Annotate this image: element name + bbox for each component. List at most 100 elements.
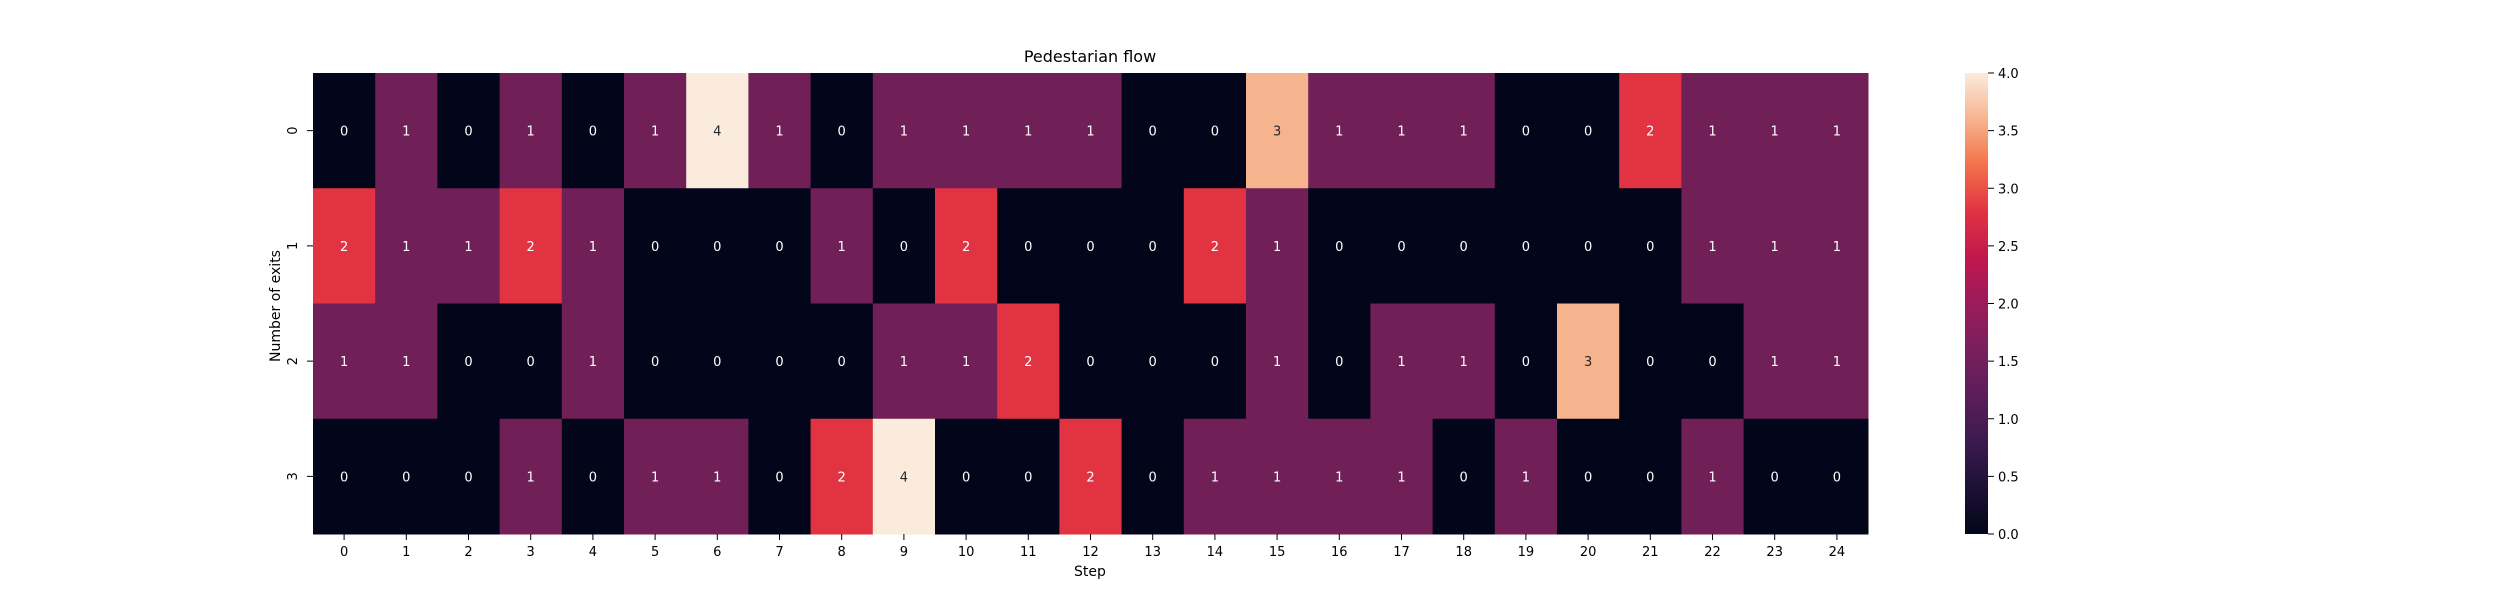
cell-value-label: 1 (1335, 470, 1343, 485)
cell-value-label: 1 (1024, 125, 1032, 140)
y-tick-label: 2 (286, 357, 301, 365)
cell-value-label: 0 (713, 355, 721, 370)
cell-value-label: 1 (1833, 125, 1841, 140)
heatmap-cell (1432, 188, 1496, 304)
heatmap-cell (997, 188, 1060, 304)
cell-value-label: 1 (1397, 125, 1405, 140)
cell-value-label: 1 (651, 470, 659, 485)
heatmap-cell (1619, 73, 1682, 189)
heatmap-cell (1494, 303, 1558, 420)
x-tick-label: 14 (1207, 545, 1224, 560)
cell-value-label: 0 (713, 240, 721, 255)
y-tick-label: 0 (286, 126, 301, 134)
heatmap-cell (1619, 303, 1682, 420)
cell-value-label: 2 (1646, 125, 1654, 140)
x-tick-label: 8 (838, 545, 846, 560)
heatmap-cell (313, 188, 376, 304)
cell-value-label: 1 (402, 355, 410, 370)
cell-value-label: 0 (1646, 240, 1654, 255)
cell-value-label: 1 (1460, 355, 1468, 370)
cell-value-label: 0 (589, 470, 597, 485)
heatmap-cell (686, 418, 749, 535)
x-tick-label: 1 (402, 545, 410, 560)
cell-value-label: 2 (340, 240, 348, 255)
heatmap-cell (810, 73, 874, 189)
x-tick-label: 16 (1331, 545, 1348, 560)
heatmap-cell (437, 73, 501, 189)
y-axis: 0 1 2 3 (286, 126, 313, 481)
heatmap-cell (375, 73, 438, 189)
cell-value-label: 0 (1086, 240, 1094, 255)
heatmap-cell (1183, 303, 1247, 420)
cell-value-label: 2 (527, 240, 535, 255)
cell-value-label: 0 (464, 470, 472, 485)
heatmap-cell (1557, 418, 1620, 535)
heatmap-cell (1121, 73, 1185, 189)
heatmap-cell (1681, 73, 1745, 189)
x-tick-label: 17 (1393, 545, 1410, 560)
heatmap-cell (561, 418, 625, 535)
heatmap-cell (375, 418, 438, 535)
cell-value-label: 1 (1460, 125, 1468, 140)
x-tick-label: 15 (1269, 545, 1286, 560)
colorbar-tick-label: 1.0 (1998, 413, 2019, 428)
heatmap-cell (997, 418, 1060, 535)
cell-value-label: 0 (1397, 240, 1405, 255)
cell-value-label: 3 (1584, 355, 1592, 370)
heatmap-cell (1805, 188, 1869, 304)
heatmap-cell (1681, 188, 1745, 304)
y-axis-label: Number of exits (268, 250, 284, 362)
cell-value-label: 1 (464, 240, 472, 255)
heatmap-cell (1370, 188, 1434, 304)
heatmap-cell (1432, 418, 1496, 535)
heatmap-cell (1059, 73, 1123, 189)
cell-value-label: 1 (527, 470, 535, 485)
cell-value-label: 0 (1646, 355, 1654, 370)
cell-value-label: 1 (1833, 355, 1841, 370)
cell-value-label: 1 (1086, 125, 1094, 140)
heatmap-cell (810, 303, 874, 420)
heatmap-cell (375, 303, 438, 420)
cell-value-label: 0 (1149, 470, 1157, 485)
heatmap-cell (872, 303, 936, 420)
x-tick-label: 13 (1144, 545, 1161, 560)
heatmap-cell (1059, 303, 1123, 420)
colorbar-tick-label: 0.5 (1998, 470, 2019, 485)
heatmap-cell (748, 188, 812, 304)
heatmap-cell (1121, 418, 1185, 535)
heatmap-cell (1557, 303, 1620, 420)
cell-value-label: 0 (340, 470, 348, 485)
cell-value-label: 1 (402, 125, 410, 140)
heatmap-cell (1308, 73, 1371, 189)
cell-value-label: 1 (527, 125, 535, 140)
cell-value-label: 0 (651, 355, 659, 370)
cell-value-label: 1 (589, 240, 597, 255)
cell-value-label: 0 (1522, 125, 1530, 140)
cell-value-label: 1 (1273, 470, 1281, 485)
x-axis: 0 1 2 3 4 5 6 7 8 9 10 11 12 13 14 15 16 17 18 19 20 21 22 23 24 (340, 534, 1845, 560)
heatmap-cell (561, 303, 625, 420)
cell-value-label: 1 (1771, 125, 1779, 140)
heatmap-cell (1370, 303, 1434, 420)
cell-value-label: 1 (775, 125, 783, 140)
heatmap-cell (935, 73, 998, 189)
heatmap-cell (1681, 303, 1745, 420)
heatmap-cell (1370, 418, 1434, 535)
x-tick-label: 22 (1704, 545, 1721, 560)
cell-value-label: 2 (1024, 355, 1032, 370)
cell-value-label: 0 (527, 355, 535, 370)
heatmap-cell (1370, 73, 1434, 189)
heatmap-cell (935, 188, 998, 304)
heatmap-cell (624, 418, 687, 535)
heatmap-cell (437, 188, 501, 304)
cell-value-label: 0 (1460, 470, 1468, 485)
heatmap-cell (810, 418, 874, 535)
heatmap-cell (1743, 418, 1807, 535)
cell-value-label: 0 (1833, 470, 1841, 485)
heatmap-cell (1494, 418, 1558, 535)
heatmap-cell (561, 73, 625, 189)
cell-value-label: 1 (900, 355, 908, 370)
heatmap-cell (437, 303, 501, 420)
heatmap-cells (313, 73, 1869, 535)
x-tick-label: 10 (958, 545, 975, 560)
